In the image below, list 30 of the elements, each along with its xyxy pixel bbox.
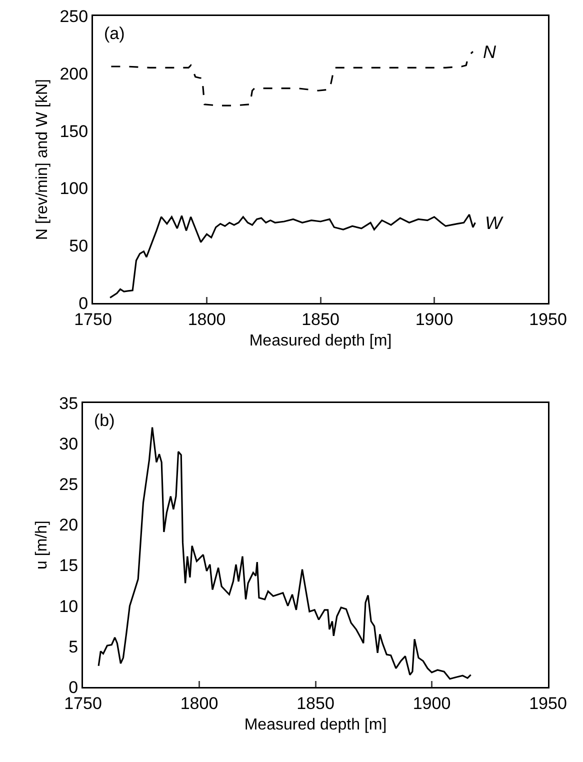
annotation: (a) xyxy=(104,24,125,43)
y-tick-label: 250 xyxy=(60,6,88,26)
x-tick-label: 1800 xyxy=(188,310,226,329)
x-tick-label: 1950 xyxy=(529,310,567,329)
x-tick-label: 1800 xyxy=(180,694,218,713)
y-tick-label: 5 xyxy=(68,637,78,656)
x-tick-label: 1900 xyxy=(415,310,454,329)
annotation: (b) xyxy=(94,411,115,430)
line-series xyxy=(110,50,474,106)
y-tick-label: 25 xyxy=(59,475,78,494)
x-tick-label: 1950 xyxy=(529,694,567,713)
x-axis-title: Measured depth [m] xyxy=(244,716,387,734)
x-axis-title: Measured depth [m] xyxy=(249,332,392,350)
x-tick-label: 1850 xyxy=(302,310,340,329)
x-tick-label: 1900 xyxy=(412,694,451,713)
y-tick-label: 10 xyxy=(59,596,78,616)
line-series xyxy=(109,214,476,299)
series-label: W xyxy=(485,213,504,233)
y-tick-label: 200 xyxy=(60,64,88,84)
y-tick-label: 35 xyxy=(59,394,78,413)
y-tick-label: 15 xyxy=(59,556,78,576)
y-axis-title: N [rev/min] and W [kN] xyxy=(34,79,51,240)
y-tick-label: 50 xyxy=(69,236,88,256)
y-tick-label: 150 xyxy=(60,122,88,141)
y-tick-label: 100 xyxy=(60,179,88,198)
x-tick-label: 1850 xyxy=(296,694,334,713)
y-axis-title: u [m/h] xyxy=(33,520,50,570)
y-tick-label: 30 xyxy=(59,434,78,454)
series-label: N xyxy=(483,42,497,62)
y-tick-label: 20 xyxy=(59,516,78,535)
